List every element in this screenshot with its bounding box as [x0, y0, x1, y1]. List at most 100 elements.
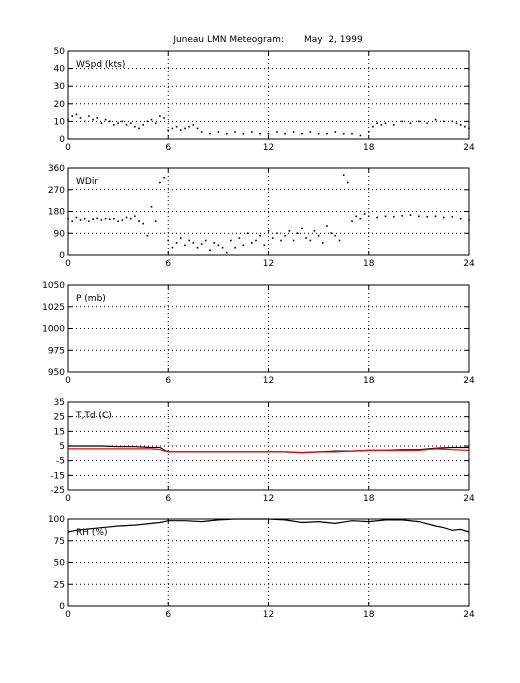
x-tick-label: 24 — [463, 610, 475, 620]
data-point — [159, 181, 161, 184]
panel-pressure: 950 975 1000 1025 1050 0 6 12 18 24 P (mb) — [42, 281, 475, 386]
data-point — [184, 244, 186, 247]
data-point — [376, 216, 378, 219]
data-point — [117, 122, 119, 124]
data-point — [418, 120, 420, 123]
y-tick-label: 90 — [54, 229, 66, 239]
data-point — [79, 117, 82, 119]
data-point — [342, 174, 345, 176]
data-point — [71, 115, 73, 117]
data-point — [367, 215, 370, 218]
data-point — [167, 239, 169, 242]
data-point — [209, 249, 211, 251]
panel-label: WSpd (kts) — [76, 60, 125, 70]
panel-label: P (mb) — [76, 294, 106, 304]
data-point — [443, 120, 445, 123]
data-point — [104, 118, 107, 121]
data-point — [455, 122, 458, 124]
data-point — [200, 243, 203, 245]
data-point — [175, 242, 178, 244]
x-tick-label: 6 — [165, 610, 171, 620]
data-point — [251, 242, 253, 244]
data-point — [296, 232, 299, 234]
data-point — [267, 230, 270, 232]
y-tick-label: 0 — [59, 251, 65, 261]
data-point — [171, 246, 174, 249]
data-point — [309, 131, 312, 133]
data-point — [121, 219, 124, 221]
y-tick-label: 270 — [48, 186, 65, 196]
data-point — [121, 120, 124, 123]
y-tick-label: 30 — [54, 82, 66, 92]
data-point — [113, 217, 115, 220]
x-tick-label: 24 — [463, 259, 475, 269]
data-point — [326, 132, 328, 135]
y-tick-label: 180 — [48, 208, 65, 218]
data-point — [305, 237, 307, 239]
data-point — [154, 122, 157, 124]
data-point — [372, 125, 374, 128]
x-tick-label: 18 — [363, 494, 375, 504]
data-point — [276, 232, 278, 234]
data-point — [334, 131, 337, 133]
y-tick-label: 100 — [48, 515, 65, 525]
data-point — [113, 124, 115, 126]
panel-label: T,Td (C) — [75, 411, 112, 421]
data-point — [163, 176, 165, 179]
x-tick-label: 6 — [165, 494, 171, 504]
x-tick-label: 24 — [463, 143, 475, 153]
y-tick-label: 25 — [54, 580, 65, 590]
data-point — [301, 227, 303, 230]
data-point — [163, 117, 165, 119]
data-point — [259, 132, 261, 135]
data-point — [175, 125, 178, 128]
panel-label: WDir — [76, 177, 98, 187]
data-point — [83, 120, 86, 123]
data-point — [322, 242, 324, 244]
data-point — [280, 239, 282, 242]
data-point — [330, 232, 332, 234]
y-tick-label: 0 — [59, 135, 65, 145]
data-point — [434, 118, 437, 121]
data-point — [150, 118, 153, 121]
data-point — [150, 205, 153, 208]
x-tick-label: 18 — [363, 376, 375, 386]
data-point — [393, 124, 395, 126]
data-point — [217, 244, 220, 247]
y-tick-label: 35 — [54, 398, 65, 408]
data-point — [71, 220, 73, 222]
data-point — [376, 122, 378, 124]
data-point — [188, 125, 190, 128]
data-point — [276, 131, 278, 133]
data-point — [184, 127, 186, 130]
data-point — [92, 118, 94, 121]
data-point — [92, 218, 94, 220]
data-point — [225, 132, 228, 135]
data-point — [100, 122, 103, 124]
data-point — [313, 230, 316, 232]
data-point — [401, 120, 403, 123]
data-point — [309, 239, 312, 242]
data-point — [129, 217, 132, 220]
x-tick-label: 6 — [165, 259, 171, 269]
y-tick-label: 75 — [54, 537, 65, 547]
x-tick-label: 12 — [263, 376, 274, 386]
data-point — [426, 216, 428, 218]
x-tick-label: 18 — [363, 259, 375, 269]
data-point — [180, 129, 182, 131]
data-point — [138, 220, 140, 222]
data-point — [326, 225, 328, 227]
data-point — [459, 217, 462, 220]
x-tick-label: 12 — [263, 259, 274, 269]
data-point — [129, 122, 132, 124]
data-point — [192, 242, 195, 244]
panel-label: RH (%) — [76, 528, 107, 538]
data-point — [154, 220, 157, 222]
panel-wdir: 0 90 180 270 360 0 6 12 18 24 WDir — [48, 164, 475, 269]
data-point — [238, 237, 241, 239]
data-point — [284, 132, 286, 135]
data-point — [334, 234, 337, 237]
x-tick-label: 24 — [463, 376, 475, 386]
